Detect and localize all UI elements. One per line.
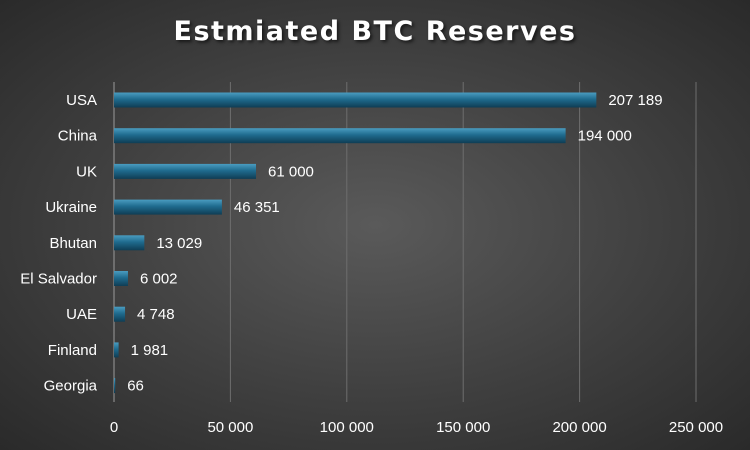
- bar: [114, 271, 128, 286]
- bar: [114, 199, 222, 215]
- bar: [114, 235, 145, 251]
- x-tick-label: 100 000: [320, 419, 374, 436]
- data-label: 6 002: [140, 271, 178, 288]
- category-label: China: [58, 128, 98, 145]
- bar: [114, 128, 566, 144]
- bar: [114, 306, 126, 322]
- category-label: UAE: [66, 306, 97, 323]
- chart-title: Estmiated BTC Reserves: [173, 16, 577, 47]
- category-label: Bhutan: [49, 235, 97, 252]
- bar: [114, 342, 119, 358]
- category-label: El Salvador: [20, 271, 97, 288]
- data-label: 1 981: [131, 342, 169, 359]
- x-tick-label: 150 000: [436, 419, 490, 436]
- x-tick-label: 50 000: [207, 419, 253, 436]
- data-label: 61 000: [268, 163, 314, 180]
- x-tick-label: 0: [110, 419, 118, 436]
- category-label: USA: [66, 92, 97, 109]
- data-label: 194 000: [578, 128, 632, 145]
- category-label: Finland: [48, 342, 97, 359]
- data-label: 207 189: [608, 92, 662, 109]
- category-label: Georgia: [44, 378, 98, 395]
- x-tick-label: 250 000: [669, 419, 723, 436]
- x-tick-label: 200 000: [552, 419, 606, 436]
- data-label: 46 351: [234, 199, 280, 216]
- category-label: UK: [76, 163, 97, 180]
- data-label: 4 748: [137, 306, 175, 323]
- data-label: 66: [127, 378, 144, 395]
- data-label: 13 029: [156, 235, 202, 252]
- bar: [114, 163, 257, 179]
- category-label: Ukraine: [45, 199, 97, 216]
- bar: [114, 92, 597, 108]
- bar: [114, 378, 116, 394]
